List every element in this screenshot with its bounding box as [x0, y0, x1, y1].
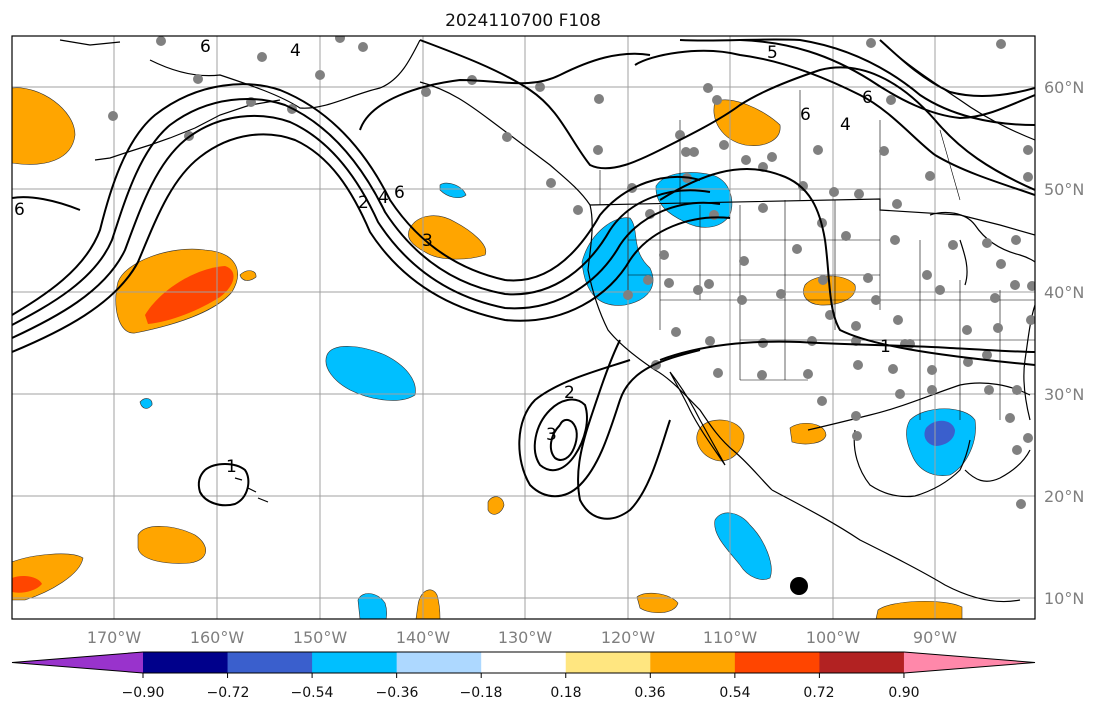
colorbar-tick-label: 0.54 — [719, 685, 750, 701]
state-borders — [599, 90, 1035, 420]
lat-tick: 50°N — [1044, 180, 1084, 199]
colorbar-bin — [734, 652, 820, 673]
contour-labels: 6 4 5 6 4 6 2 4 6 3 6 1 2 3 1 — [14, 37, 891, 477]
contour-label: 4 — [378, 188, 389, 208]
contours — [12, 38, 1035, 520]
lon-tick: 100°W — [806, 628, 861, 647]
anomaly-area — [439, 182, 467, 199]
highlight-station — [790, 577, 808, 595]
lat-tick: 20°N — [1044, 487, 1084, 506]
anomaly-area — [12, 87, 76, 165]
colorbar-bin — [565, 652, 651, 673]
colorbar-tick-label: −0.72 — [207, 685, 250, 701]
colorbar-tick-label: 0.36 — [634, 685, 665, 701]
anomaly-area — [408, 215, 487, 260]
strong-negative-fill — [924, 420, 955, 446]
colorbar — [11, 651, 1036, 678]
lat-tick: 60°N — [1044, 78, 1084, 97]
lat-tick-labels: 60°N 50°N 40°N 30°N 20°N 10°N — [1044, 78, 1084, 608]
contour-label: 4 — [290, 41, 301, 61]
contour-label: 3 — [546, 425, 557, 445]
lon-tick: 130°W — [498, 628, 553, 647]
strong-positive-fills — [12, 266, 234, 593]
contour-label: 1 — [226, 457, 237, 477]
colorbar-tick-label: 0.18 — [550, 685, 581, 701]
colorbar-bin — [312, 652, 398, 673]
contour-label: 3 — [422, 231, 433, 251]
contour-label: 6 — [800, 105, 811, 125]
colorbar-extend-max — [903, 652, 1035, 673]
map-border — [11, 35, 1036, 620]
graticule — [12, 36, 1035, 619]
colorbar-bin — [650, 652, 736, 673]
contour-label: 6 — [14, 200, 25, 220]
lon-tick: 170°W — [87, 628, 142, 647]
lon-tick: 90°W — [913, 628, 957, 647]
anomaly-area — [239, 270, 257, 281]
colorbar-tick-label: 0.72 — [803, 685, 834, 701]
lat-tick: 30°N — [1044, 385, 1084, 404]
colorbar-bin — [819, 652, 905, 673]
colorbar-tick-label: −0.90 — [122, 685, 165, 701]
colorbar-bin — [396, 652, 482, 673]
contour-label: 4 — [840, 115, 851, 135]
contour-label: 1 — [880, 337, 891, 357]
contour-label: 2 — [358, 193, 369, 213]
colorbar-tick-label: −0.54 — [291, 685, 334, 701]
anomaly-area — [12, 576, 42, 593]
colorbar-tick-label: −0.36 — [376, 685, 419, 701]
lat-tick: 10°N — [1044, 589, 1084, 608]
anomaly-area — [714, 512, 772, 580]
lon-tick-labels: 170°W 160°W 150°W 140°W 130°W 120°W 110°… — [87, 628, 957, 647]
map-title: 2024110700 F108 — [445, 11, 601, 31]
anomaly-area — [325, 346, 416, 401]
contour-label: 2 — [564, 383, 575, 403]
colorbar-bin — [227, 652, 313, 673]
lon-tick: 150°W — [293, 628, 348, 647]
colorbar-bin — [481, 652, 567, 673]
contour-label: 6 — [200, 37, 211, 57]
anomaly-area — [137, 526, 206, 564]
lon-tick: 160°W — [190, 628, 245, 647]
contour-label: 6 — [394, 183, 405, 203]
anomaly-area — [581, 217, 654, 306]
anomaly-area — [145, 266, 234, 324]
lon-tick: 120°W — [601, 628, 656, 647]
colorbar-extend-min — [12, 652, 143, 673]
colorbar-tick-label: 0.90 — [888, 685, 919, 701]
colorbar-labels: −0.90 −0.72 −0.54 −0.36 −0.18 0.18 0.36 … — [122, 685, 920, 701]
lon-tick: 140°W — [396, 628, 451, 647]
anomaly-area — [696, 419, 745, 462]
anomaly-area — [487, 496, 505, 515]
colorbar-tick-label: −0.18 — [460, 685, 503, 701]
contour-label: 6 — [862, 88, 873, 108]
anomaly-area — [789, 422, 827, 445]
anomaly-area — [139, 398, 153, 409]
lat-tick: 40°N — [1044, 283, 1084, 302]
contour-label: 5 — [767, 43, 778, 63]
lon-tick: 110°W — [703, 628, 758, 647]
colorbar-bin — [143, 652, 229, 673]
anomaly-area — [875, 600, 963, 619]
map-content: 6 4 5 6 4 6 2 4 6 3 6 1 2 3 1 — [12, 36, 1035, 619]
